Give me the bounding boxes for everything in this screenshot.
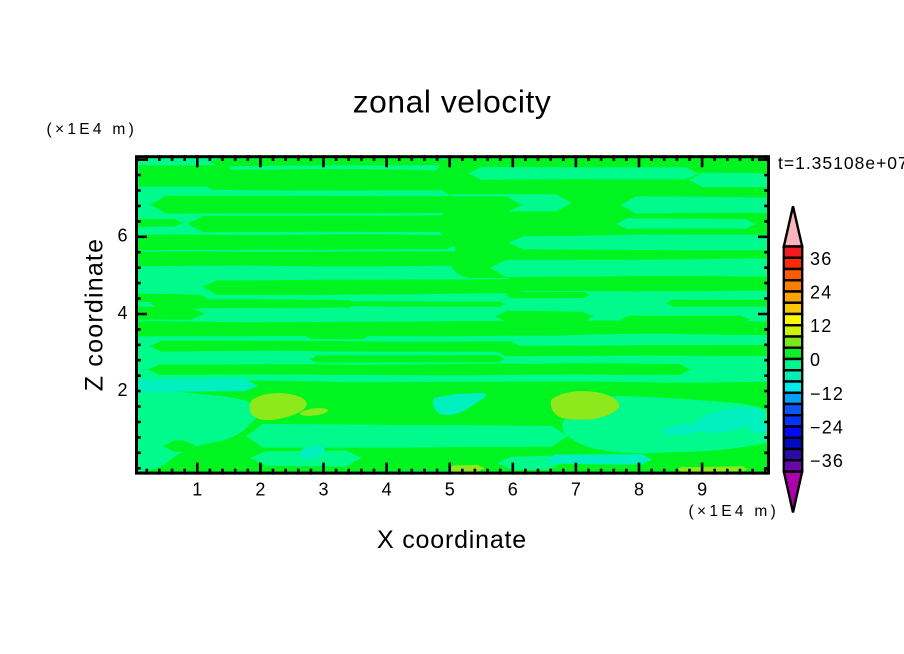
svg-text:36: 36	[810, 249, 832, 269]
svg-text:3: 3	[318, 479, 328, 499]
svg-text:6: 6	[508, 479, 518, 499]
svg-text:4: 4	[382, 479, 392, 499]
svg-text:(×1E4 m): (×1E4 m)	[689, 503, 780, 520]
svg-text:9: 9	[697, 479, 707, 499]
svg-text:1: 1	[192, 479, 202, 499]
svg-text:−12: −12	[810, 384, 844, 404]
svg-text:−24: −24	[810, 418, 844, 438]
svg-text:2: 2	[255, 479, 265, 499]
svg-text:(×1E4 m): (×1E4 m)	[47, 121, 138, 138]
svg-text:7: 7	[571, 479, 581, 499]
svg-text:zonal velocity: zonal velocity	[353, 84, 552, 120]
svg-text:0: 0	[810, 350, 821, 370]
svg-text:t=1.35108e+07: t=1.35108e+07	[778, 153, 904, 173]
svg-text:12: 12	[810, 316, 832, 336]
svg-text:4: 4	[117, 303, 127, 323]
svg-text:Z coordinate: Z coordinate	[81, 238, 109, 391]
svg-text:24: 24	[810, 283, 832, 303]
svg-text:X coordinate: X coordinate	[377, 526, 527, 554]
svg-text:8: 8	[634, 479, 644, 499]
svg-text:5: 5	[445, 479, 455, 499]
svg-text:2: 2	[117, 380, 127, 400]
svg-text:6: 6	[117, 226, 127, 246]
svg-text:−36: −36	[810, 451, 844, 471]
